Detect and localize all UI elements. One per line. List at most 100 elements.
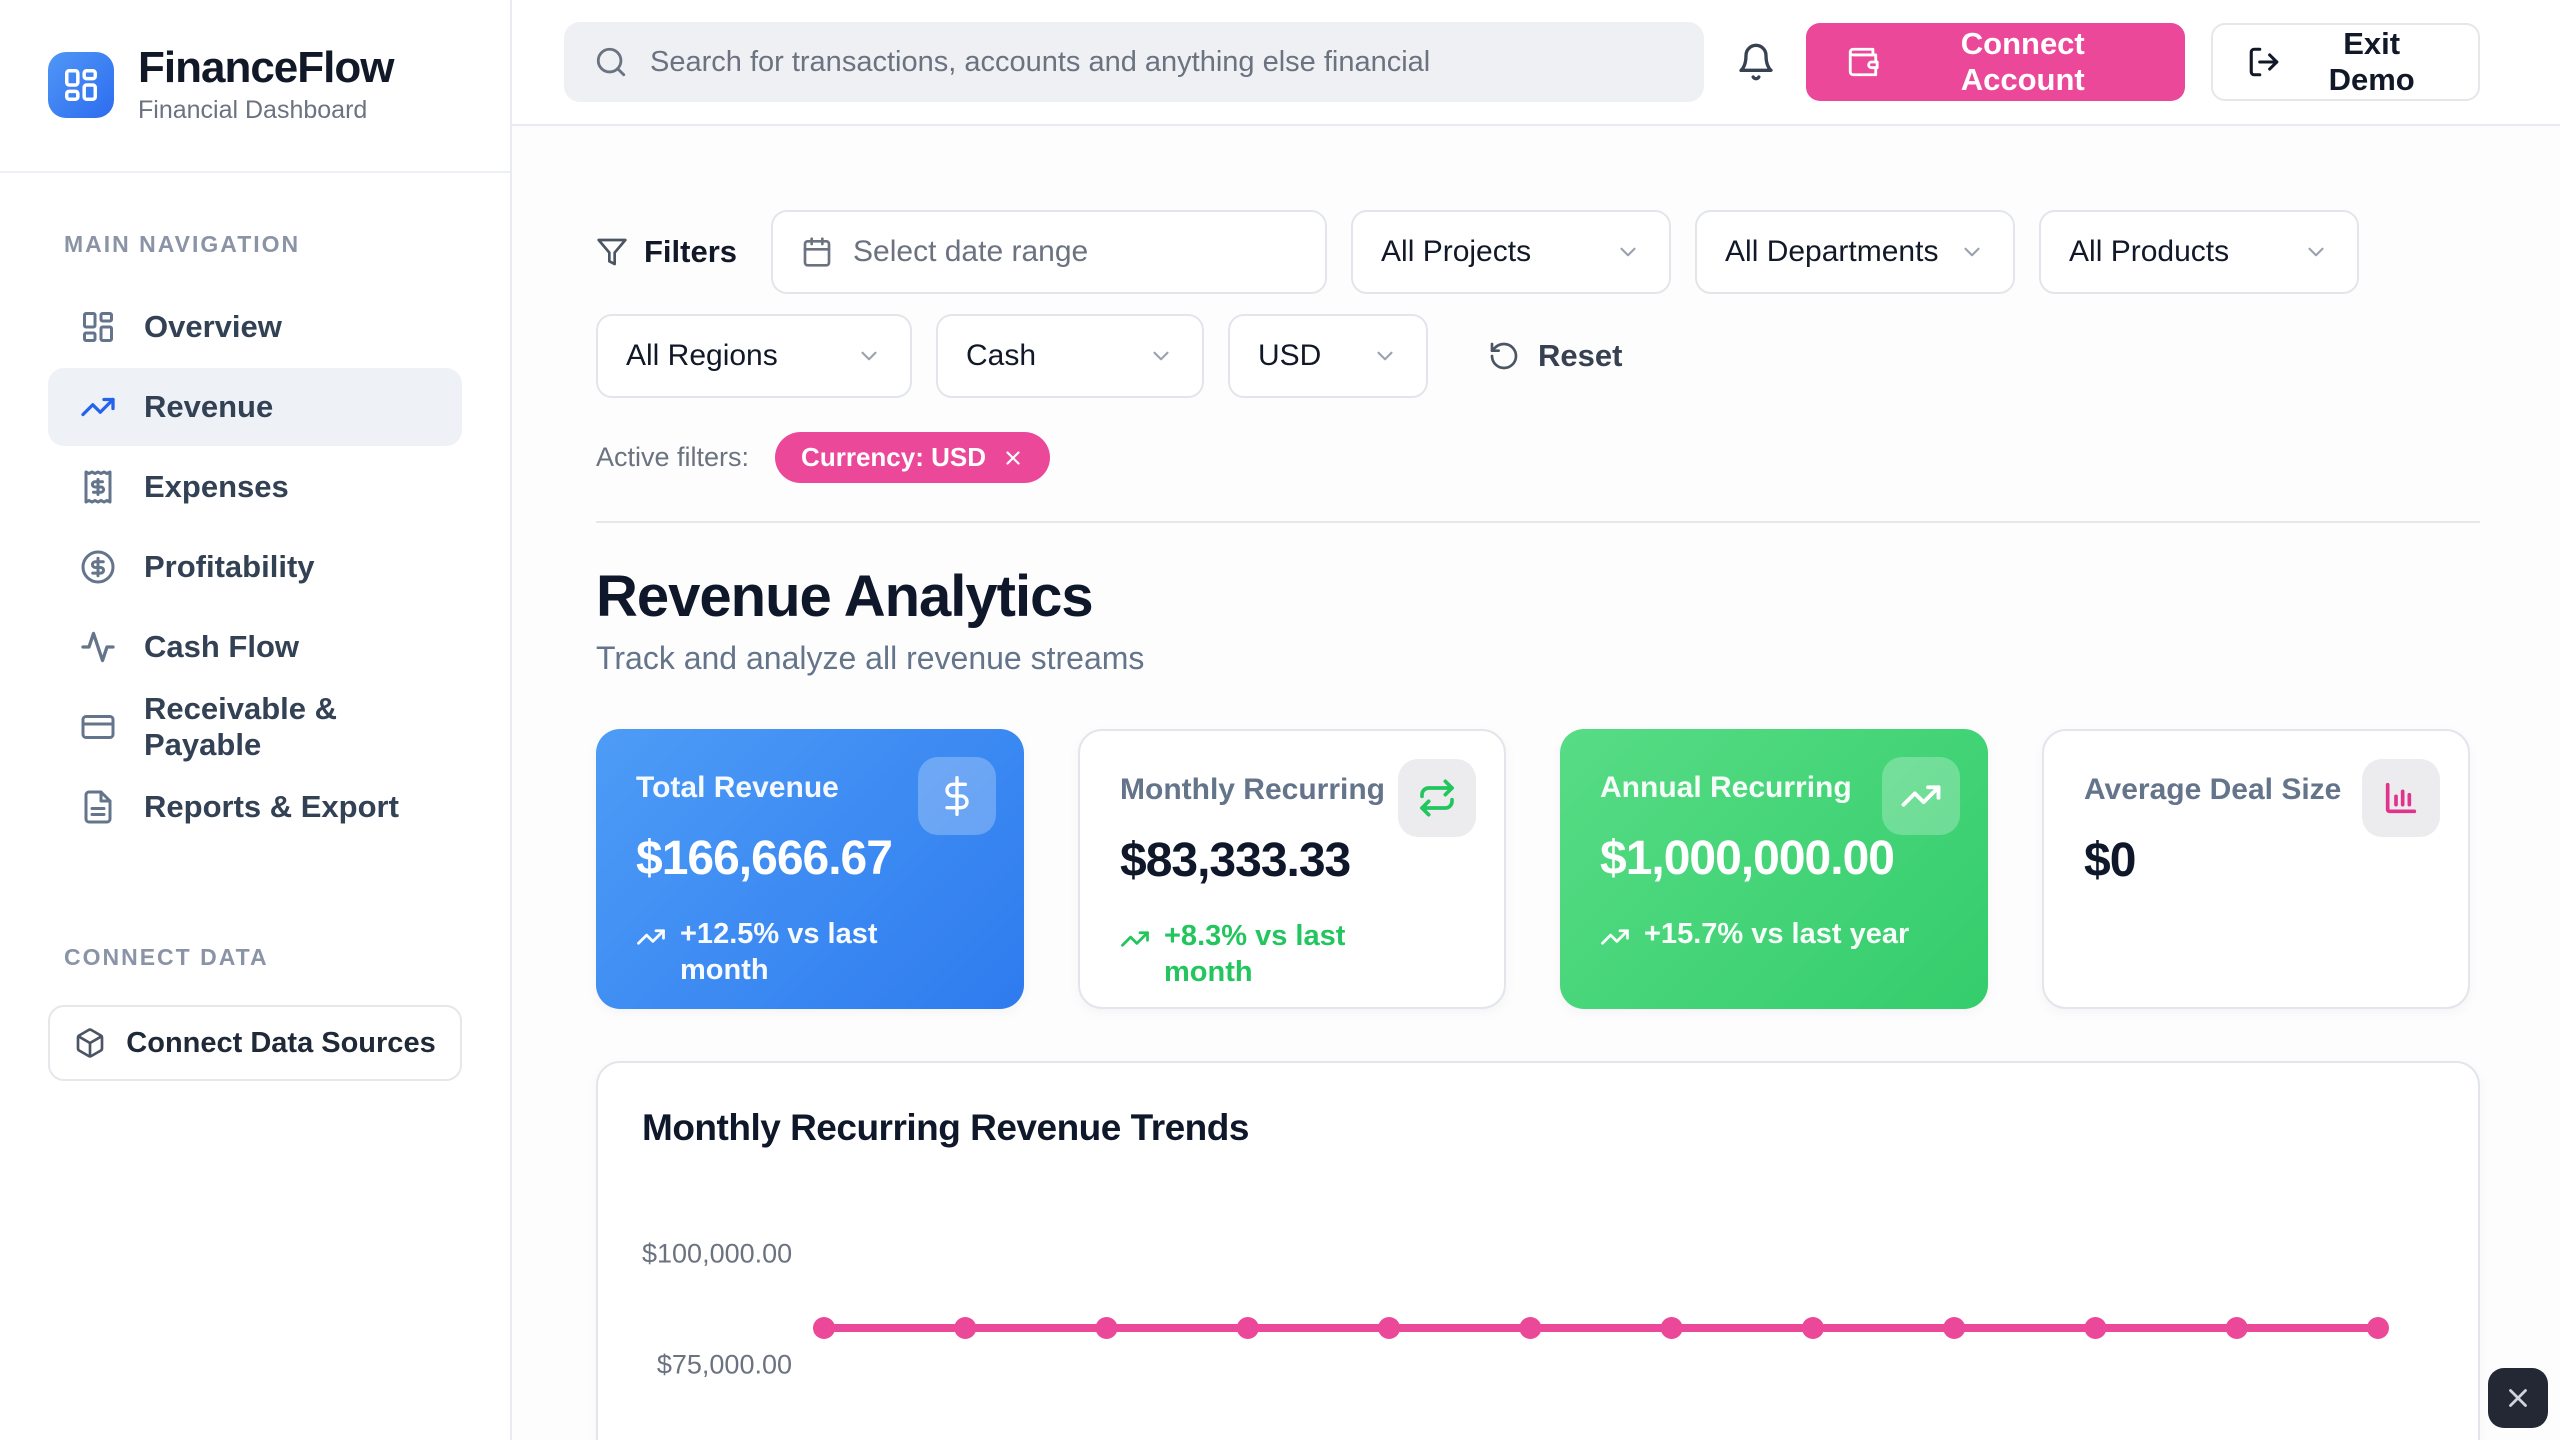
app-title: FinanceFlow [138, 43, 394, 92]
reset-icon [1488, 340, 1520, 372]
metric-value: $166,666.67 [636, 832, 893, 885]
metric-trend-label: +12.5% vs last month [680, 918, 878, 987]
chevron-down-icon [856, 343, 882, 369]
sidebar-item-receivable-payable[interactable]: Receivable & Payable [48, 688, 462, 766]
reset-label: Reset [1538, 338, 1623, 373]
regions-select-value: All Regions [626, 339, 778, 372]
layout-dashboard-icon [80, 309, 116, 345]
connect-data-sources-label: Connect Data Sources [126, 1026, 436, 1059]
metric-label: Monthly Recurring [1120, 773, 1386, 806]
metric-trend: +15.7% vs last year [1600, 916, 1960, 952]
chart-line-series [813, 1317, 2389, 1339]
notifications-button[interactable] [1736, 42, 1776, 82]
chart-data-point[interactable] [1660, 1317, 1683, 1339]
currency-filter-chip[interactable]: Currency: USD [775, 432, 1050, 483]
metric-value: $83,333.33 [1120, 834, 1351, 887]
active-filters-label: Active filters: [596, 442, 750, 472]
floating-close-button[interactable] [2488, 1368, 2548, 1428]
trending-up-icon [80, 389, 116, 425]
sidebar-item-label: Overview [144, 309, 282, 345]
mrr-trends-card: Monthly Recurring Revenue Trends $100,00… [596, 1061, 2480, 1440]
chart-data-point[interactable] [1095, 1317, 1118, 1339]
mrr-line-chart: $100,000.00$75,000.00$50,000.00 [642, 1175, 2434, 1440]
metric-trend: +8.3% vs last month [1120, 918, 1420, 991]
credit-card-icon [80, 709, 116, 745]
payment-method-select[interactable]: Cash [936, 314, 1204, 398]
connect-data-sources-button[interactable]: Connect Data Sources [48, 1005, 462, 1082]
nav-section-label: MAIN NAVIGATION [64, 231, 301, 258]
chevron-down-icon [1959, 239, 1985, 265]
metric-label: Average Deal Size [2084, 773, 2342, 806]
currency-select-value: USD [1258, 339, 1322, 372]
date-range-placeholder: Select date range [853, 235, 1089, 268]
trending-up-icon [636, 916, 666, 952]
sidebar-item-profitability[interactable]: Profitability [48, 528, 462, 606]
products-select[interactable]: All Products [2039, 210, 2360, 294]
chart-data-point[interactable] [2225, 1317, 2248, 1339]
chevron-down-icon [1615, 239, 1641, 265]
departments-select[interactable]: All Departments [1695, 210, 2016, 294]
regions-select[interactable]: All Regions [596, 314, 912, 398]
search-icon [594, 45, 628, 79]
currency-select[interactable]: USD [1228, 314, 1428, 398]
metric-trend: +12.5% vs last month [636, 916, 936, 989]
calendar-icon [801, 236, 833, 268]
connect-account-label: Connect Account [1960, 26, 2085, 97]
trending-up-icon [1600, 916, 1630, 952]
connect-account-button[interactable]: Connect Account [1806, 23, 2186, 101]
sidebar-item-label: Receivable & Payable [144, 691, 337, 763]
metric-value: $0 [2084, 834, 2136, 887]
close-icon [2503, 1383, 2533, 1413]
receipt-icon [80, 469, 116, 505]
filters-label: Filters [644, 234, 738, 269]
search-input[interactable] [650, 45, 1675, 79]
close-icon[interactable] [1002, 447, 1024, 469]
departments-select-value: All Departments [1725, 235, 1939, 268]
sidebar-item-label: Reports & Export [144, 789, 399, 825]
projects-select[interactable]: All Projects [1351, 210, 1672, 294]
file-text-icon [80, 789, 116, 825]
sidebar-item-overview[interactable]: Overview [48, 288, 462, 366]
sidebar-item-revenue[interactable]: Revenue [48, 368, 462, 447]
y-axis-tick-label: $100,000.00 [642, 1238, 793, 1269]
sidebar: FinanceFlow Financial Dashboard MAIN NAV… [0, 0, 512, 1440]
metric-card-total-revenue: Total Revenue $166,666.67 +12.5% vs last… [596, 729, 1024, 1009]
chart-data-point[interactable] [1236, 1317, 1259, 1339]
app-subtitle: Financial Dashboard [138, 96, 368, 125]
chart-data-point[interactable] [2084, 1317, 2107, 1339]
logo-icon [48, 51, 114, 118]
sidebar-item-cash-flow[interactable]: Cash Flow [48, 608, 462, 686]
chevron-down-icon [1372, 343, 1398, 369]
chart-data-point[interactable] [1519, 1317, 1542, 1339]
chart-data-point[interactable] [813, 1317, 835, 1339]
chevron-down-icon [2303, 239, 2329, 265]
reset-filters-button[interactable]: Reset [1488, 338, 1622, 374]
wallet-icon [1846, 45, 1880, 79]
sidebar-item-label: Revenue [144, 389, 274, 425]
chart-data-point[interactable] [2367, 1317, 2389, 1339]
chart-title: Monthly Recurring Revenue Trends [642, 1107, 1249, 1148]
date-range-input[interactable]: Select date range [771, 210, 1328, 294]
y-axis-tick-label: $75,000.00 [656, 1349, 792, 1380]
chart-data-point[interactable] [1378, 1317, 1401, 1339]
circle-dollar-icon [80, 549, 116, 585]
products-select-value: All Products [2069, 235, 2230, 268]
sidebar-item-expenses[interactable]: Expenses [48, 448, 462, 526]
top-bar: Connect Account Exit Demo [512, 0, 2560, 126]
metric-label: Total Revenue [636, 771, 839, 804]
brand: FinanceFlow Financial Dashboard [0, 0, 510, 174]
page-title: Revenue Analytics [596, 564, 1094, 629]
metric-label: Annual Recurring [1600, 771, 1852, 804]
chart-data-point[interactable] [1943, 1317, 1966, 1339]
global-search[interactable] [564, 22, 1705, 102]
trending-up-icon [1120, 918, 1150, 954]
sidebar-item-label: Profitability [144, 549, 315, 585]
chart-data-point[interactable] [954, 1317, 977, 1339]
sidebar-item-reports-export[interactable]: Reports & Export [48, 768, 462, 846]
logout-icon [2247, 45, 2281, 79]
metric-cards: Total Revenue $166,666.67 +12.5% vs last… [596, 729, 2480, 1009]
main-navigation: Overview Revenue Expenses Profitability … [0, 288, 510, 848]
chart-data-point[interactable] [1801, 1317, 1824, 1339]
dollar-icon [918, 757, 996, 835]
exit-demo-button[interactable]: Exit Demo [2211, 23, 2480, 101]
